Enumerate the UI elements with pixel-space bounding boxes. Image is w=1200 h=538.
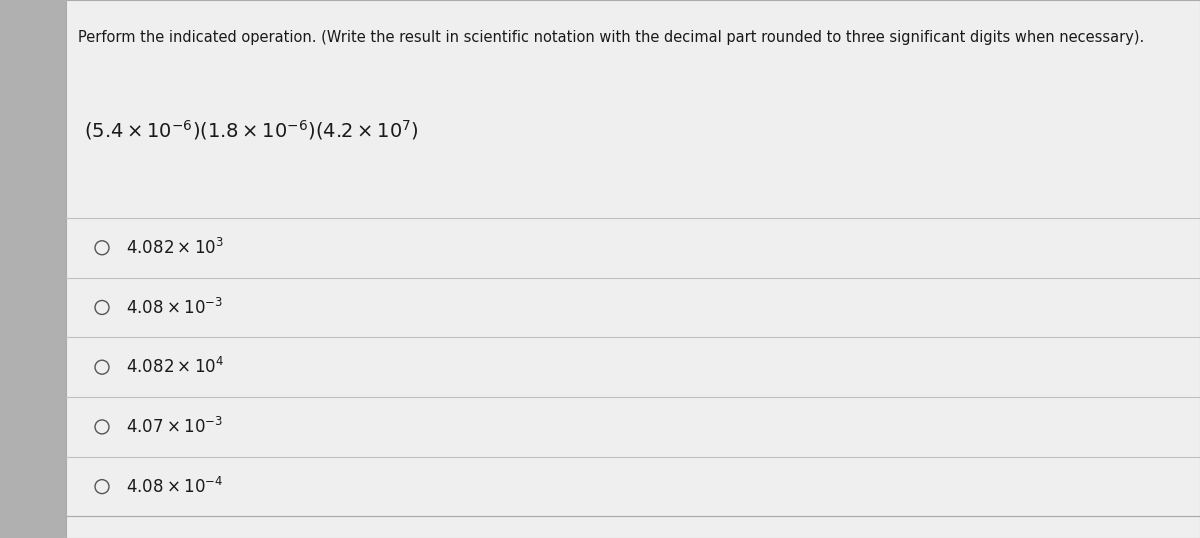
Text: $4.08 \times 10^{-4}$: $4.08 \times 10^{-4}$ (126, 477, 223, 497)
FancyBboxPatch shape (0, 0, 66, 538)
Text: $4.07 \times 10^{-3}$: $4.07 \times 10^{-3}$ (126, 417, 223, 437)
Text: $4.082 \times 10^{4}$: $4.082 \times 10^{4}$ (126, 357, 224, 377)
Text: $(5.4\times10^{-6})(1.8\times10^{-6})(4.2\times10^{7})$: $(5.4\times10^{-6})(1.8\times10^{-6})(4.… (84, 118, 419, 142)
Text: Perform the indicated operation. (Write the result in scientific notation with t: Perform the indicated operation. (Write … (78, 30, 1145, 45)
FancyBboxPatch shape (66, 0, 1200, 538)
Text: $4.082 \times 10^{3}$: $4.082 \times 10^{3}$ (126, 238, 224, 258)
Text: $4.08 \times 10^{-3}$: $4.08 \times 10^{-3}$ (126, 298, 223, 317)
